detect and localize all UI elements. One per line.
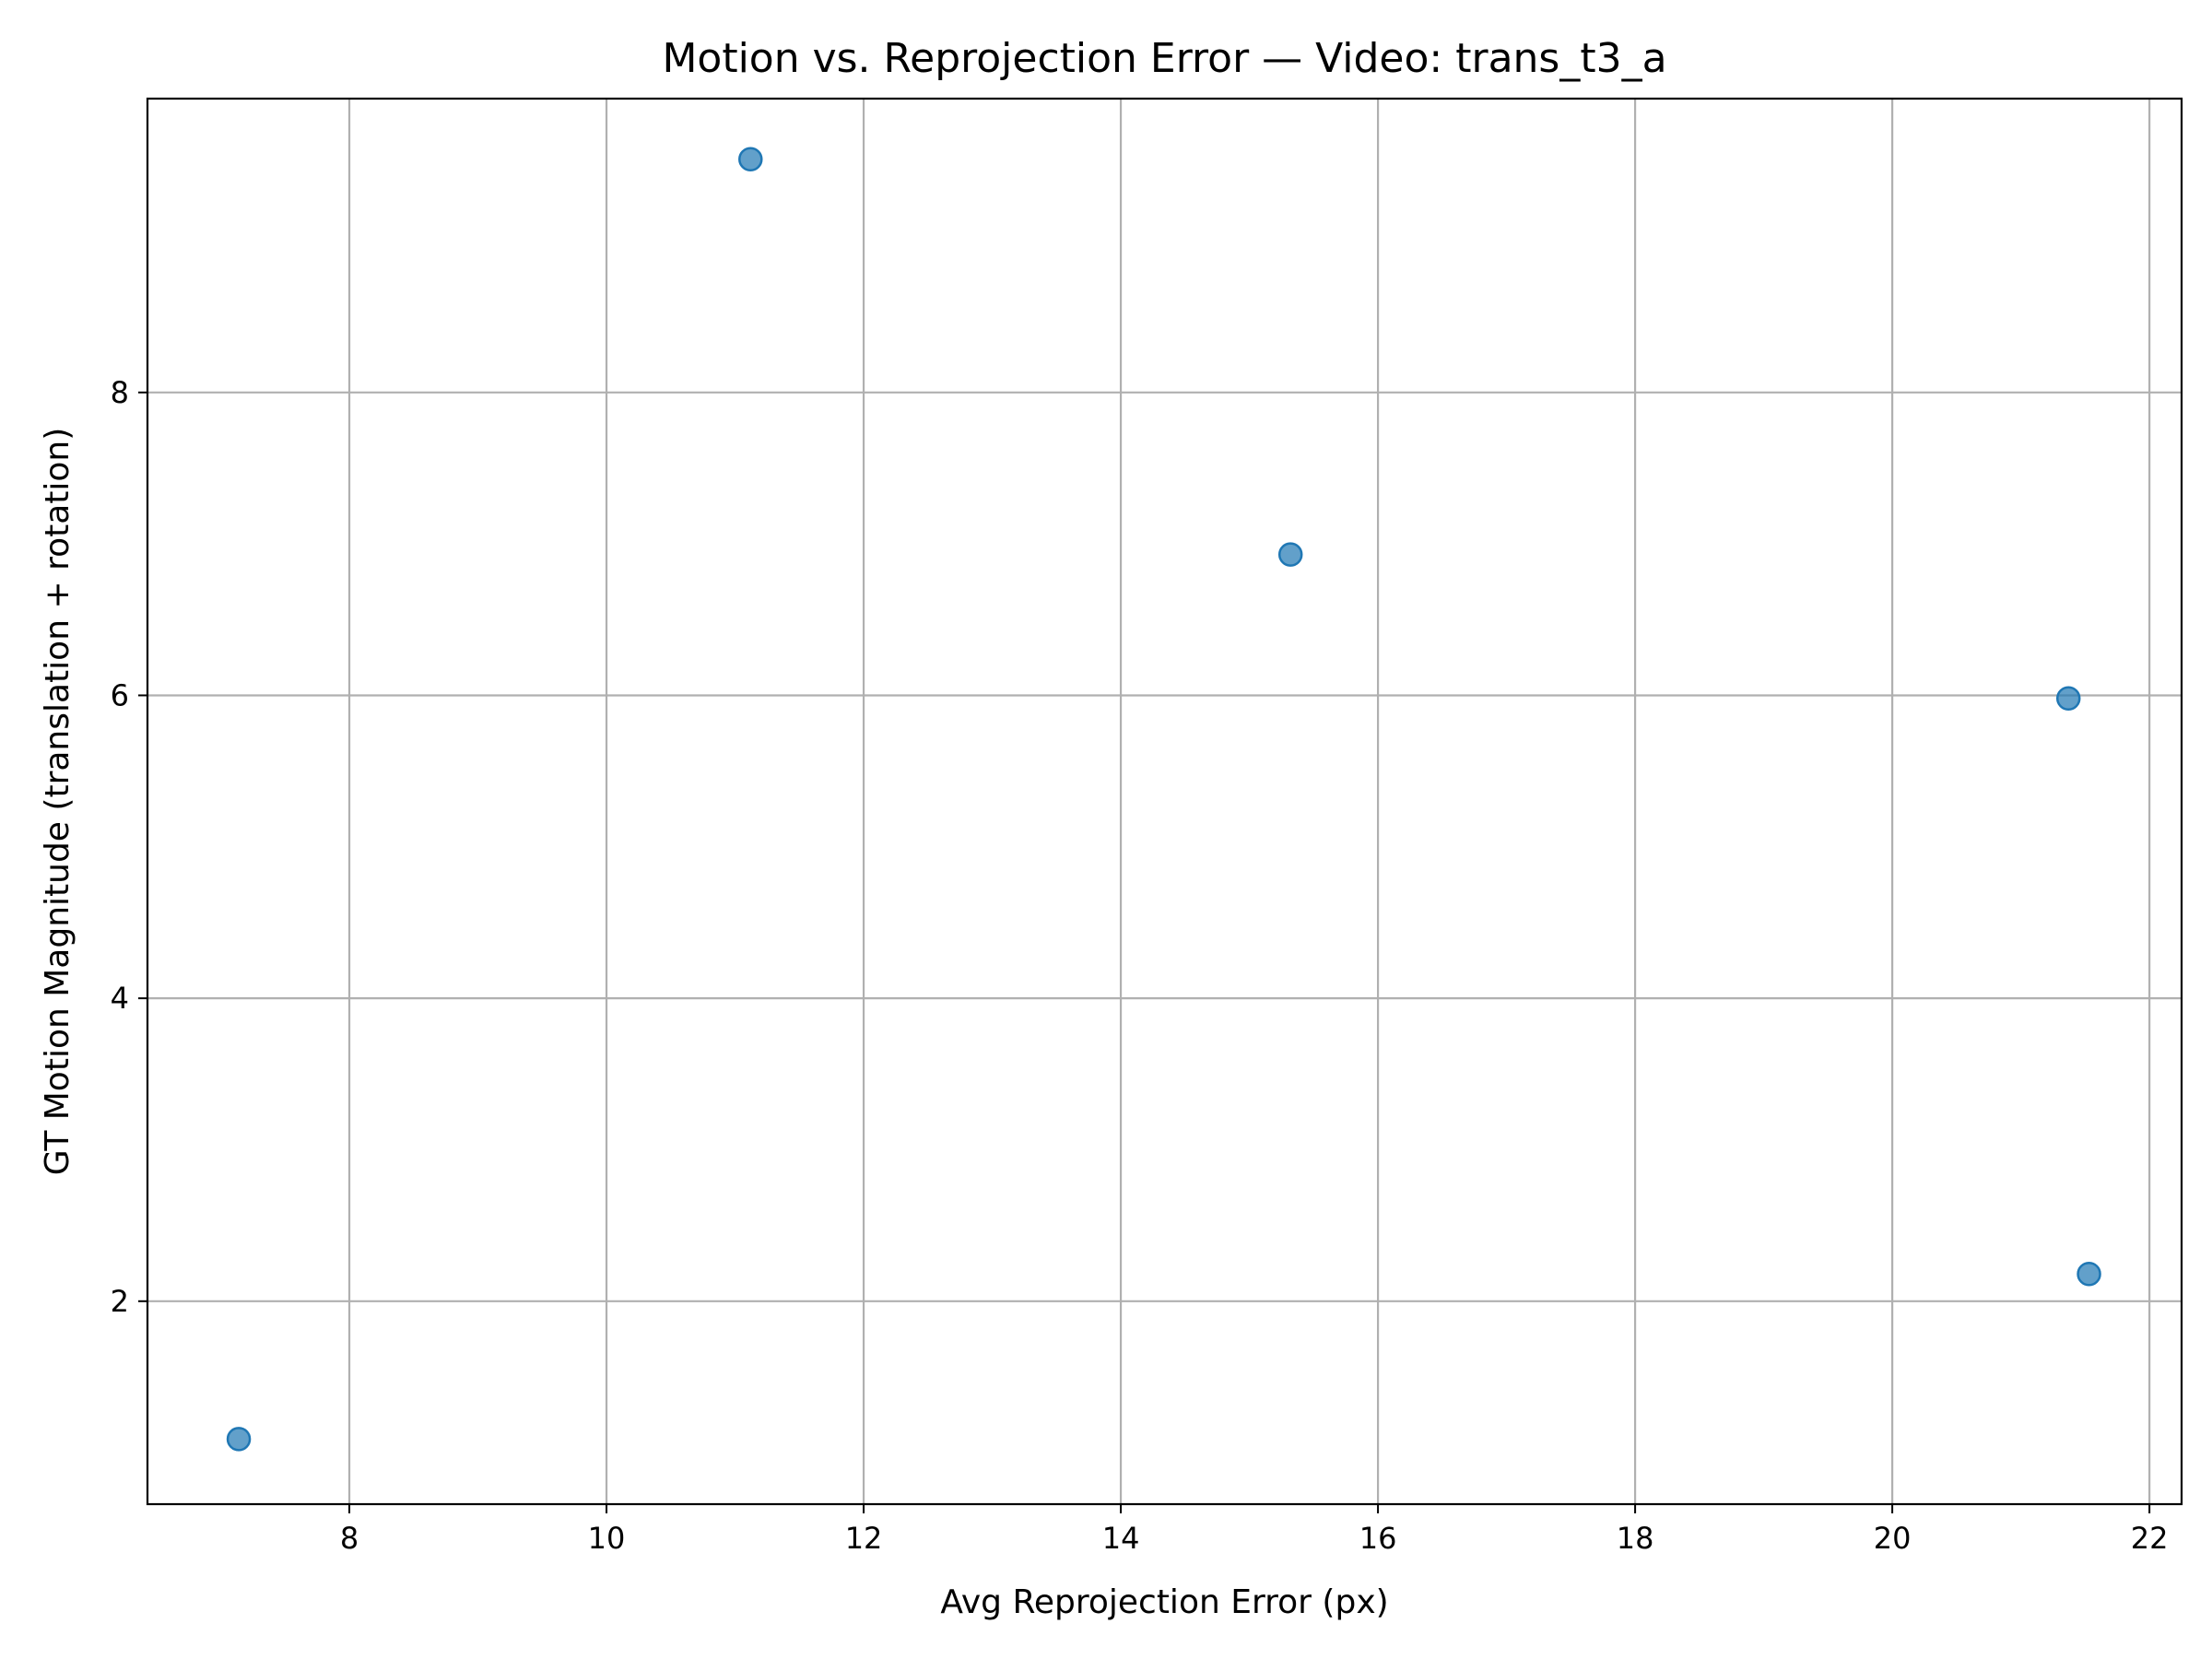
x-tick-label: 22	[2131, 1521, 2169, 1556]
x-tick-label: 18	[1617, 1521, 1654, 1556]
data-point	[1277, 542, 1303, 567]
data-point	[226, 1427, 252, 1452]
axes-frame	[146, 97, 2183, 1506]
x-tick-label: 16	[1359, 1521, 1397, 1556]
x-tick-label: 20	[1874, 1521, 1912, 1556]
grid	[147, 99, 2182, 1504]
x-axis-label: Avg Reprojection Error (px)	[940, 1583, 1388, 1621]
data-points	[226, 147, 2101, 1452]
y-axis-ticks: 2 4 6 8	[111, 375, 147, 1319]
y-tick-label: 4	[111, 981, 129, 1016]
y-tick-label: 2	[111, 1284, 129, 1319]
x-tick-label: 14	[1102, 1521, 1140, 1556]
x-tick-label: 10	[588, 1521, 626, 1556]
y-tick-label: 6	[111, 677, 129, 712]
data-point	[2077, 1261, 2101, 1287]
x-axis-ticks: 8 10 12 14 16 18 20 22	[340, 1504, 2169, 1556]
chart-title: Motion vs. Reprojection Error — Video: t…	[662, 35, 1666, 82]
x-tick-label: 8	[340, 1521, 359, 1556]
y-axis-label: GT Motion Magnitude (translation + rotat…	[39, 428, 76, 1176]
x-tick-label: 12	[845, 1521, 883, 1556]
data-point	[2055, 686, 2081, 712]
data-point	[738, 147, 763, 171]
y-tick-label: 8	[111, 375, 129, 410]
